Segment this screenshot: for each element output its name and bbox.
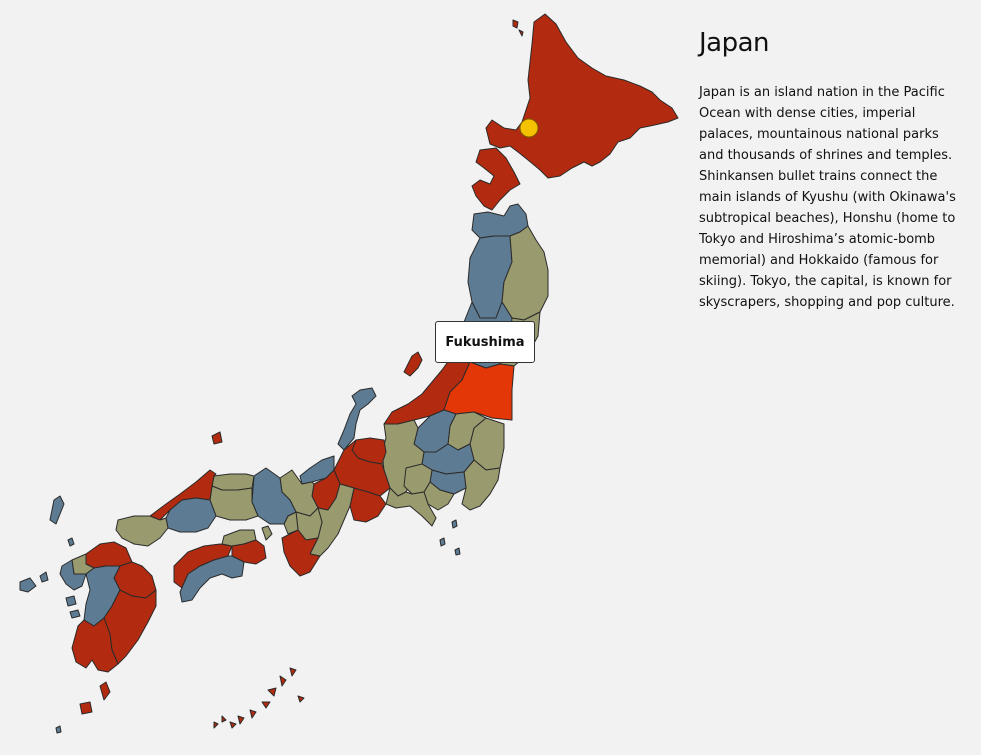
- region-sata-islet[interactable]: [79, 681, 111, 715]
- region-ishikawa[interactable]: [337, 387, 377, 451]
- region-izu-islets[interactable]: [439, 519, 461, 556]
- region-wakayama[interactable]: [281, 529, 321, 577]
- region-awaji[interactable]: [261, 525, 273, 541]
- region-kagoshima[interactable]: [71, 617, 119, 673]
- tooltip-label: Fukushima: [445, 334, 525, 350]
- region-oki-islands[interactable]: [211, 431, 223, 445]
- region-yamanashi[interactable]: [403, 463, 433, 495]
- region-tsushima[interactable]: [49, 495, 65, 525]
- region-misc-islets[interactable]: [55, 537, 75, 734]
- region-ryukyu-islets[interactable]: [213, 667, 305, 729]
- region-hokkaido[interactable]: [471, 13, 679, 211]
- info-panel: Japan Japan is an island nation in the P…: [699, 28, 967, 313]
- location-marker[interactable]: [519, 118, 539, 138]
- region-shizuoka[interactable]: [385, 487, 437, 527]
- region-fukushima[interactable]: [443, 361, 515, 421]
- region-tooltip: Fukushima: [435, 321, 535, 363]
- region-hokkaido-islet[interactable]: [512, 19, 524, 37]
- region-sado[interactable]: [403, 351, 423, 377]
- region-hiroshima[interactable]: [165, 497, 217, 533]
- country-title: Japan: [699, 28, 770, 58]
- japan-map: Fukushima: [19, 13, 679, 734]
- country-description: Japan is an island nation in the Pacific…: [699, 85, 956, 310]
- region-goto-islands[interactable]: [19, 571, 81, 619]
- region-tottori[interactable]: [211, 473, 255, 491]
- region-nagasaki[interactable]: [59, 559, 87, 591]
- region-iwate[interactable]: [501, 225, 549, 321]
- region-yamaguchi[interactable]: [115, 515, 169, 547]
- region-aichi[interactable]: [349, 487, 387, 523]
- region-kochi[interactable]: [179, 555, 245, 603]
- region-okayama[interactable]: [209, 485, 259, 521]
